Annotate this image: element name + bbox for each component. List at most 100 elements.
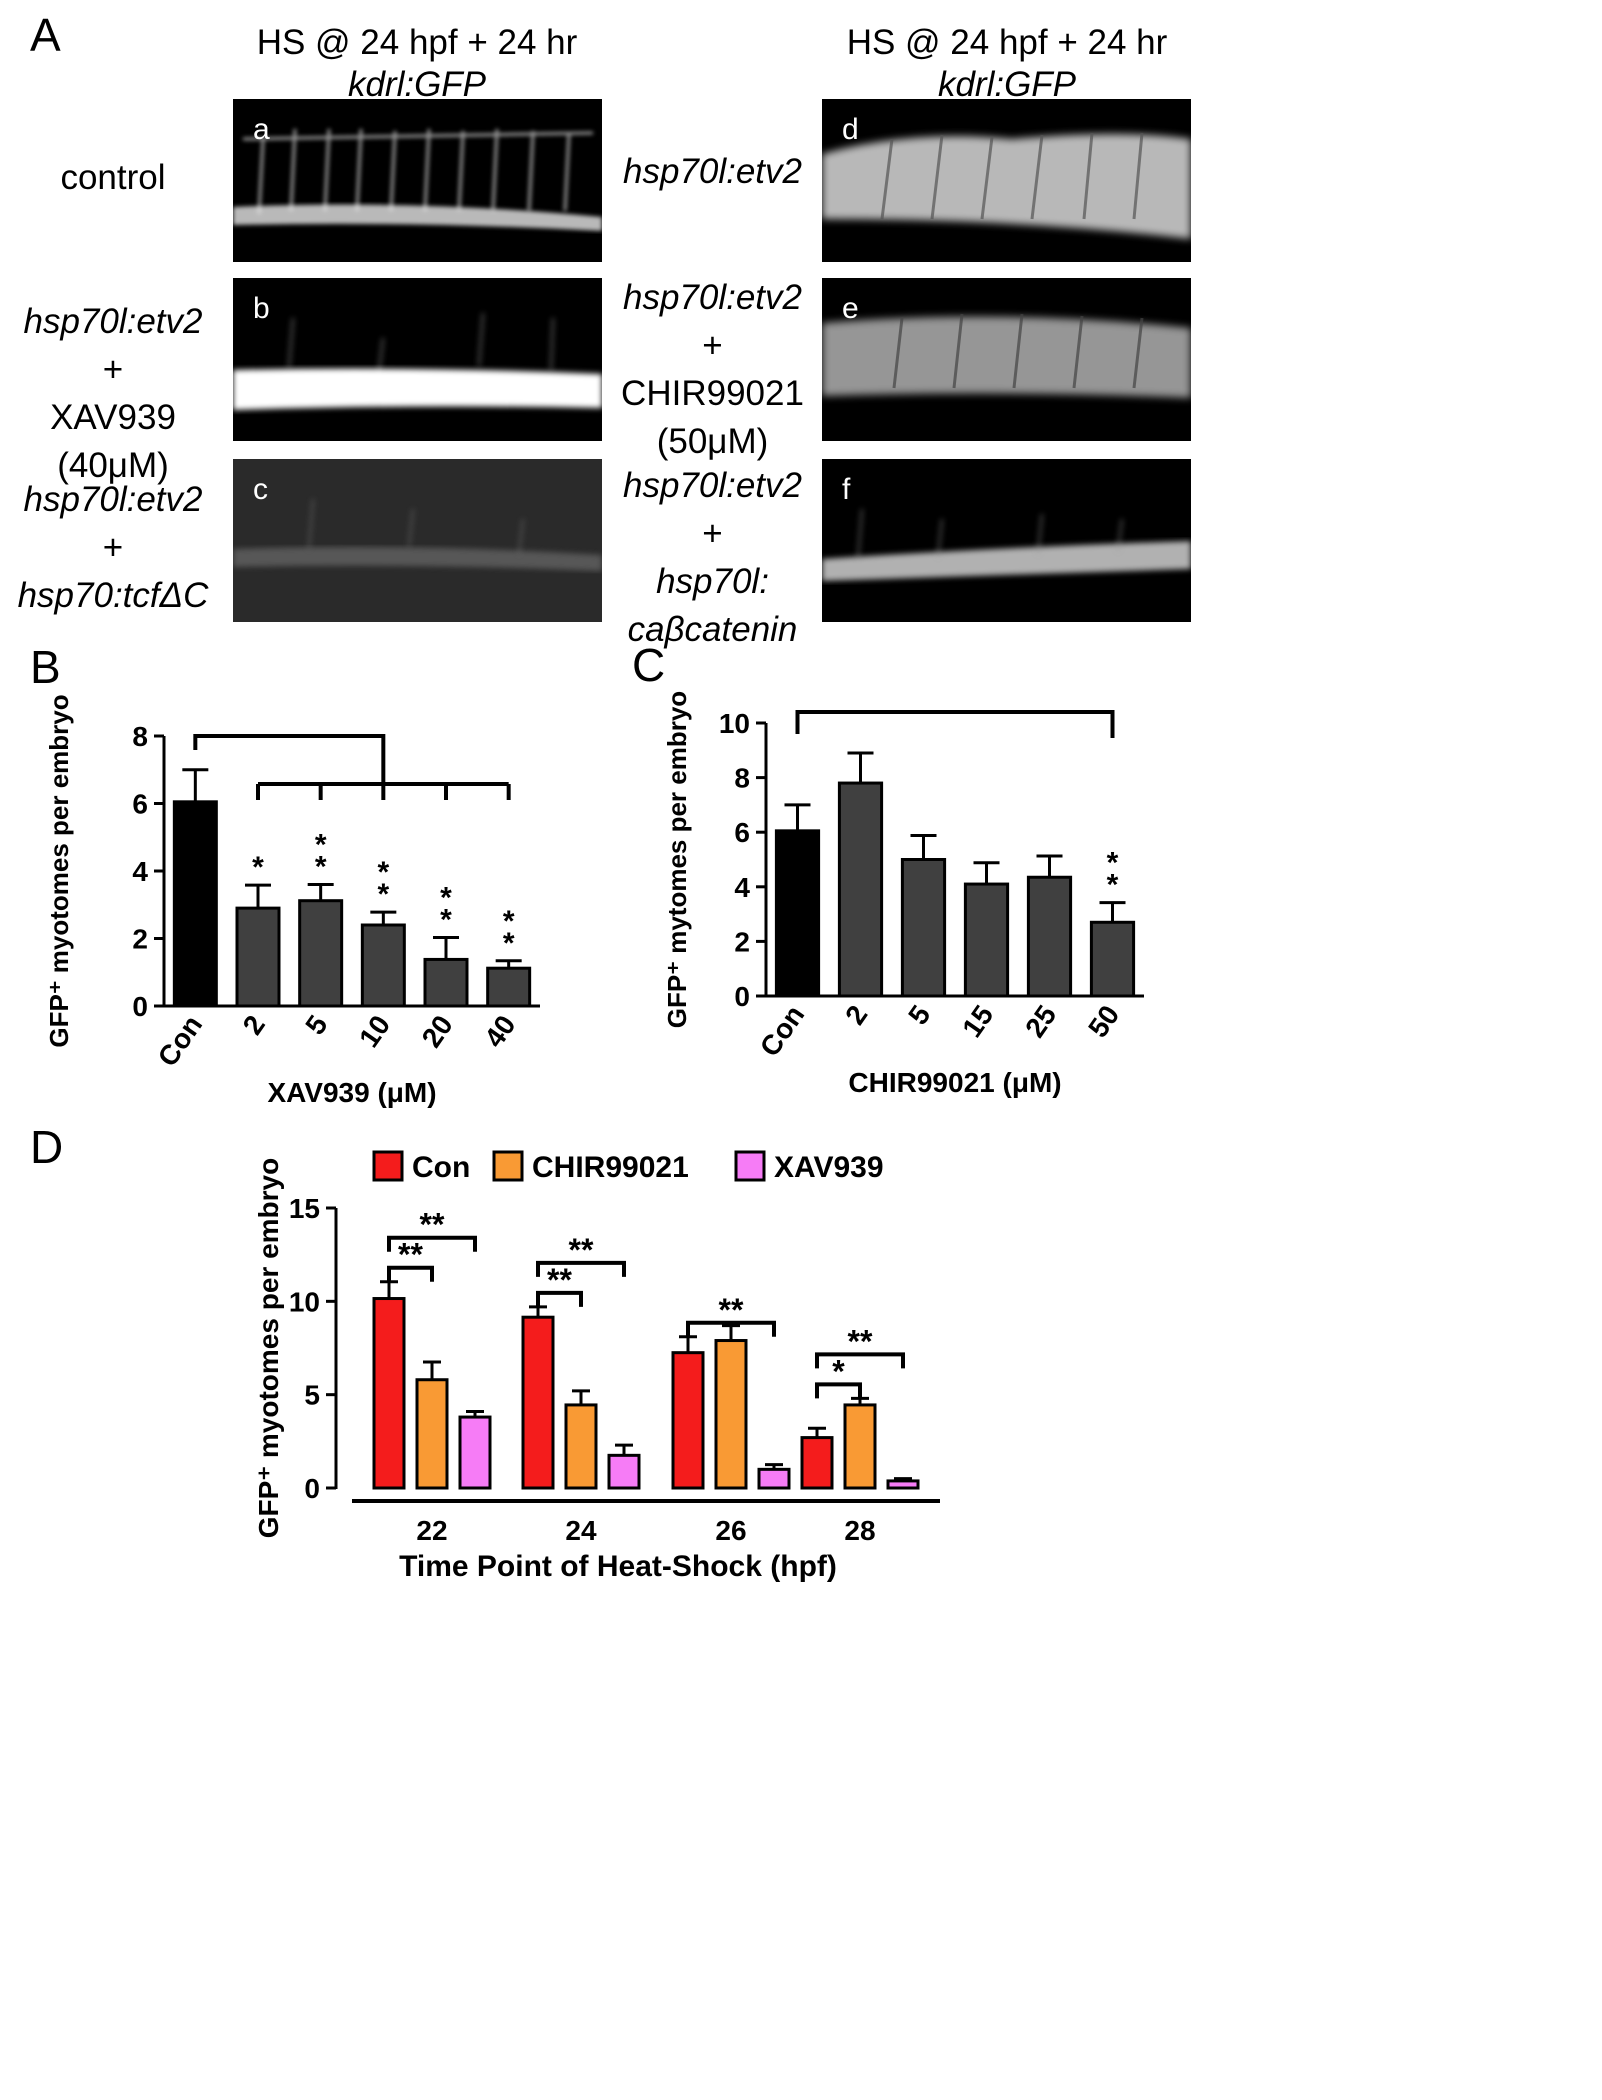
significance-marker: * xyxy=(377,856,389,889)
y-tick-label: 0 xyxy=(132,991,148,1022)
comparison-bracket xyxy=(795,710,1115,738)
micrograph-d-image xyxy=(822,132,1191,239)
x-tick-label: 15 xyxy=(956,1000,999,1043)
y-tick-label: 8 xyxy=(734,763,750,794)
x-axis-title: CHIR99021 (μM) xyxy=(848,1067,1061,1098)
x-tick-label: Con xyxy=(754,1000,811,1062)
legend-swatch xyxy=(372,1150,404,1182)
comparison-bracket xyxy=(193,734,386,784)
row-label-line: (50μM) xyxy=(656,422,769,461)
y-tick-label: 2 xyxy=(734,926,750,957)
y-tick-label: 6 xyxy=(132,789,148,820)
significance-marker: * xyxy=(440,881,452,914)
panel-label-b: B xyxy=(30,641,61,693)
bar xyxy=(415,1378,449,1490)
x-tick-label: 5 xyxy=(902,1000,936,1031)
row-label-line: hsp70l:etv2 xyxy=(622,152,803,191)
row-label-tcf: hsp70l:etv2 + hsp70:tcfΔC xyxy=(0,476,226,620)
y-axis-title: GFP⁺ mytomes per embryo xyxy=(662,691,692,1028)
row-label-line: + xyxy=(102,528,124,567)
row-label-chir: hsp70l:etv2 + CHIR99021 (50μM) xyxy=(605,274,820,466)
micrograph-tag: a xyxy=(253,113,270,146)
y-tick-label: 4 xyxy=(132,856,148,887)
significance-marker: ** xyxy=(719,1292,744,1328)
header-left-line2: kdrl:GFP xyxy=(347,65,487,104)
x-tick-label: Con xyxy=(152,1010,209,1072)
micrograph-e: e xyxy=(822,278,1191,441)
row-label-line: hsp70l: xyxy=(656,562,769,601)
significance-bracket xyxy=(536,1290,583,1307)
row-label-line: hsp70:tcfΔC xyxy=(17,576,209,615)
x-axis-title: XAV939 (μM) xyxy=(267,1077,436,1108)
y-tick-label: 0 xyxy=(734,981,750,1012)
bar xyxy=(886,1479,920,1490)
micrograph-c: c xyxy=(233,459,602,622)
panel-label-a: A xyxy=(30,9,61,61)
row-label-control: control xyxy=(0,154,226,202)
significance-marker: ** xyxy=(569,1232,594,1268)
legend-label: Con xyxy=(412,1151,470,1184)
micrograph-c-image xyxy=(233,498,602,571)
significance-marker: ** xyxy=(398,1237,423,1273)
significance-bracket xyxy=(686,1320,776,1337)
bar xyxy=(714,1339,748,1490)
bar xyxy=(172,800,218,1008)
header-left-line1: HS @ 24 hpf + 24 hr xyxy=(256,23,578,62)
significance-marker: * xyxy=(440,903,452,936)
micrograph-e-image xyxy=(822,313,1191,398)
micrograph-f: f xyxy=(822,459,1191,622)
y-tick-label: 2 xyxy=(132,924,148,955)
panel-a-header-left: HS @ 24 hpf + 24 hr kdrl:GFP xyxy=(232,22,602,106)
x-tick-label: 5 xyxy=(299,1010,333,1041)
panel-label-c: C xyxy=(632,639,666,691)
significance-marker: * xyxy=(1107,869,1119,902)
legend-label: CHIR99021 xyxy=(532,1151,689,1184)
x-tick-label: 20 xyxy=(416,1010,459,1053)
row-label-line: hsp70l:etv2 xyxy=(622,466,803,505)
bar xyxy=(298,899,344,1008)
x-tick-label: 22 xyxy=(416,1515,447,1546)
y-tick-label: 6 xyxy=(734,817,750,848)
y-tick-label: 8 xyxy=(132,721,148,752)
y-tick-label: 10 xyxy=(289,1286,320,1317)
header-right-line1: HS @ 24 hpf + 24 hr xyxy=(846,23,1168,62)
micrograph-tag: d xyxy=(842,113,859,146)
significance-marker: ** xyxy=(848,1323,873,1359)
row-label-line: CHIR99021 xyxy=(621,374,804,413)
row-label-catenin: hsp70l:etv2 + hsp70l: caβcatenin xyxy=(605,462,820,654)
micrograph-tag: f xyxy=(842,473,851,506)
significance-bracket xyxy=(387,1235,477,1252)
x-tick-label: 40 xyxy=(478,1010,521,1053)
y-tick-label: 10 xyxy=(719,708,750,739)
bar xyxy=(843,1403,877,1490)
bar xyxy=(774,829,821,998)
row-label-etv2: hsp70l:etv2 xyxy=(605,148,820,196)
bar xyxy=(607,1453,641,1490)
row-label-line: + xyxy=(702,326,723,365)
y-axis-title: GFP⁺ myotomes per embryo xyxy=(44,694,74,1047)
row-label-line: hsp70l:etv2 xyxy=(23,302,203,341)
bar xyxy=(423,957,469,1008)
panel-label-d: D xyxy=(30,1121,64,1173)
significance-bracket xyxy=(815,1382,862,1399)
row-label-line: hsp70l:etv2 xyxy=(622,278,803,317)
panel-a-header-right: HS @ 24 hpf + 24 hr kdrl:GFP xyxy=(822,22,1192,106)
y-axis-title: GFP⁺ myotomes per embryo xyxy=(253,1158,284,1538)
micrograph-tag: b xyxy=(253,292,270,325)
micrograph-a: a xyxy=(233,99,602,262)
significance-marker: * xyxy=(315,851,327,884)
x-tick-label: 2 xyxy=(839,1000,873,1031)
bar xyxy=(1089,920,1136,998)
bar xyxy=(900,858,947,998)
bar xyxy=(800,1436,834,1490)
y-tick-label: 0 xyxy=(304,1473,320,1504)
row-label-line: + xyxy=(702,514,723,553)
significance-bracket xyxy=(536,1260,626,1277)
row-label-line: control xyxy=(60,158,166,197)
micrograph-b: b xyxy=(233,278,602,441)
significance-marker: * xyxy=(1107,847,1119,880)
x-axis-title: Time Point of Heat-Shock (hpf) xyxy=(399,1550,837,1583)
row-label-xav939: hsp70l:etv2 + XAV939 (40μM) xyxy=(0,298,226,490)
micrograph-b-image xyxy=(233,312,602,410)
